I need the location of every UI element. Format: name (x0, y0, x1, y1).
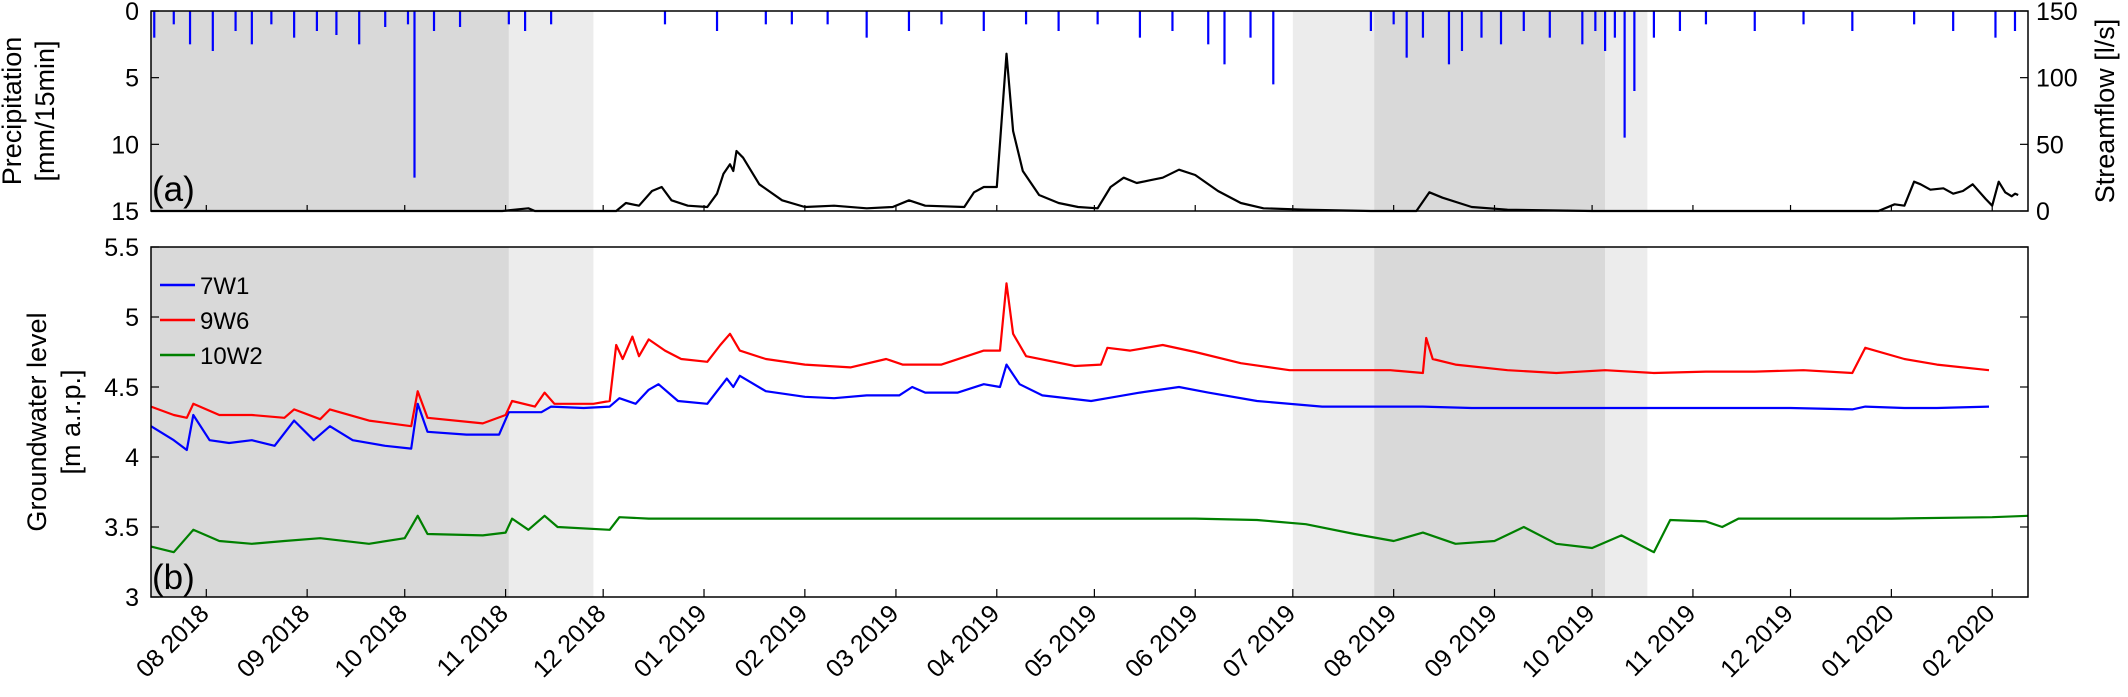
ylabel-left-a-line2: [mm/15min] (30, 40, 60, 181)
xtick-label-3: 11 2018 (431, 599, 513, 681)
ytick-label-right-a-2: 100 (2036, 65, 2078, 93)
xtick-label-17: 01 2020 (1816, 599, 1900, 683)
legend: 7W1 9W6 10W2 (160, 273, 263, 370)
shade-light-1 (1292, 247, 1375, 597)
xtick-label-15: 11 2019 (1619, 599, 1701, 681)
series-line-9w6 (150, 282, 1990, 428)
ytick-label-left-a-3: 15 (111, 198, 139, 226)
xtick-label-13: 09 2019 (1419, 599, 1503, 683)
xtick-label-14: 10 2019 (1517, 599, 1601, 683)
ytick-label-left-a-2: 10 (111, 131, 139, 159)
legend-label-7w1: 7W1 (200, 273, 249, 300)
ytick-label-b-5: 5.5 (104, 234, 139, 262)
ylabel-right-a: Streamflow [l/s] (2090, 19, 2120, 204)
ytick-label-b-3: 4.5 (104, 374, 139, 402)
shade-light-2 (1605, 11, 1648, 211)
ytick-label-right-a-3: 150 (2036, 0, 2078, 26)
panel-b-label: (b) (152, 558, 195, 597)
xtick-label-9: 05 2019 (1019, 599, 1103, 683)
xtick-label-7: 03 2019 (820, 599, 904, 683)
series-line-7w1 (150, 363, 1990, 452)
ytick-label-b-4: 5 (125, 304, 139, 332)
xtick-label-18: 02 2020 (1917, 599, 2001, 683)
legend-label-9w6: 9W6 (200, 308, 249, 335)
xtick-label-4: 12 2018 (528, 599, 612, 683)
ytick-label-left-a-0: 0 (125, 0, 139, 26)
streamflow-line (151, 52, 2019, 213)
xtick-label-11: 07 2019 (1217, 599, 1301, 683)
shade-dark-1 (1374, 247, 1606, 597)
shade-light-0 (508, 11, 594, 211)
series-line-10w2 (150, 514, 2029, 554)
ylabel-b-line1: Groundwater level (22, 312, 52, 531)
ytick-label-left-a-1: 5 (125, 65, 139, 93)
panel-a-frame (150, 10, 2029, 212)
xtick-label-0: 08 2018 (131, 599, 215, 683)
ylabel-b-line2: [m a.r.p.] (56, 369, 86, 474)
panel-b: 33.544.555.5 08 2018 09 2018 10 2018 11 201… (22, 205, 2029, 683)
shade-dark-1 (1374, 11, 1606, 211)
ylabel-left-a-line1: Precipitation (0, 37, 27, 186)
xtick-label-6: 02 2019 (729, 599, 813, 683)
precipitation-series (153, 11, 2017, 178)
ytick-label-b-2: 4 (125, 444, 139, 472)
xtick-label-8: 04 2019 (921, 599, 1005, 683)
shade-light-1 (1292, 11, 1375, 211)
xtick-label-5: 01 2019 (629, 599, 713, 683)
xtick-label-12: 08 2019 (1318, 599, 1402, 683)
ytick-label-b-0: 3 (125, 584, 139, 612)
groundwater-series (150, 282, 2029, 554)
legend-label-10w2: 10W2 (200, 343, 263, 370)
ytick-label-right-a-0: 0 (2036, 198, 2050, 226)
xtick-label-1: 09 2018 (232, 599, 316, 683)
xtick-label-2: 10 2018 (329, 599, 413, 683)
panel-a-label: (a) (152, 170, 195, 209)
ytick-label-right-a-1: 50 (2036, 131, 2064, 159)
shade-dark-0 (151, 11, 509, 211)
shading-a (151, 11, 1648, 211)
shade-light-0 (508, 247, 594, 597)
panel-b-frame (150, 246, 2029, 598)
streamflow-series (151, 52, 2019, 213)
ytick-label-b-1: 3.5 (104, 514, 139, 542)
yticks-b: 3 3.5 4 4.5 5 5.5 (104, 234, 2028, 612)
xtick-label-16: 12 2019 (1715, 599, 1799, 683)
xtick-label-10: 06 2019 (1120, 599, 1204, 683)
